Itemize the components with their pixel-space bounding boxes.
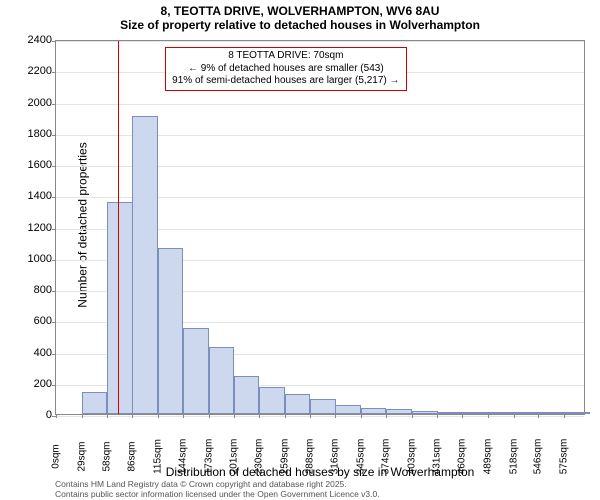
- histogram-bar: [310, 399, 336, 414]
- y-tick-label: 1400: [18, 190, 52, 202]
- x-tick-mark: [132, 414, 133, 418]
- histogram-bar: [386, 409, 412, 414]
- y-tick-mark: [52, 197, 56, 198]
- footer-line2: Contains public sector information licen…: [55, 490, 380, 499]
- y-tick-mark: [52, 135, 56, 136]
- y-tick-label: 400: [18, 347, 52, 359]
- x-tick-mark: [285, 414, 286, 418]
- histogram-bar: [538, 412, 564, 414]
- histogram-bar: [285, 394, 311, 414]
- x-tick-mark: [462, 414, 463, 418]
- x-tick-mark: [514, 414, 515, 418]
- y-tick-label: 600: [18, 315, 52, 327]
- y-tick-mark: [52, 104, 56, 105]
- x-tick-mark: [56, 414, 57, 418]
- histogram-bar: [82, 392, 108, 414]
- x-axis-label: Distribution of detached houses by size …: [55, 465, 585, 479]
- x-tick-mark: [564, 414, 565, 418]
- x-tick-mark: [183, 414, 184, 418]
- annotation-line: 8 TEOTTA DRIVE: 70sqm: [172, 50, 399, 63]
- chart-container: 8, TEOTTA DRIVE, WOLVERHAMPTON, WV6 8AU …: [0, 0, 600, 500]
- x-tick-mark: [259, 414, 260, 418]
- footer-attribution: Contains HM Land Registry data © Crown c…: [55, 480, 380, 499]
- x-tick-mark: [488, 414, 489, 418]
- annotation-line: ← 9% of detached houses are smaller (543…: [172, 63, 399, 76]
- x-tick-mark: [412, 414, 413, 418]
- histogram-bar: [564, 412, 590, 414]
- y-tick-label: 200: [18, 378, 52, 390]
- x-tick-mark: [538, 414, 539, 418]
- property-marker-line: [118, 41, 120, 414]
- gridline-horizontal: [56, 41, 584, 42]
- chart-title-description: Size of property relative to detached ho…: [0, 18, 600, 32]
- y-tick-mark: [52, 385, 56, 386]
- histogram-bar: [335, 405, 361, 414]
- gridline-horizontal: [56, 416, 584, 417]
- y-tick-mark: [52, 291, 56, 292]
- y-tick-mark: [52, 41, 56, 42]
- y-tick-label: 1000: [18, 253, 52, 265]
- y-tick-mark: [52, 229, 56, 230]
- histogram-bar: [107, 202, 133, 415]
- chart-title-address: 8, TEOTTA DRIVE, WOLVERHAMPTON, WV6 8AU: [0, 4, 600, 18]
- x-tick-mark: [361, 414, 362, 418]
- annotation-line: 91% of semi-detached houses are larger (…: [172, 75, 399, 88]
- x-tick-mark: [209, 414, 210, 418]
- y-tick-label: 1800: [18, 128, 52, 140]
- y-tick-mark: [52, 260, 56, 261]
- histogram-bar: [412, 411, 438, 414]
- y-tick-label: 1600: [18, 159, 52, 171]
- x-tick-mark: [158, 414, 159, 418]
- histogram-bar: [183, 328, 209, 414]
- property-annotation-box: 8 TEOTTA DRIVE: 70sqm← 9% of detached ho…: [165, 47, 406, 91]
- x-tick-mark: [386, 414, 387, 418]
- y-tick-label: 2000: [18, 97, 52, 109]
- histogram-bar: [514, 412, 540, 414]
- histogram-bar: [132, 116, 158, 414]
- x-tick-mark: [234, 414, 235, 418]
- y-tick-label: 2200: [18, 65, 52, 77]
- x-tick-mark: [335, 414, 336, 418]
- y-tick-mark: [52, 166, 56, 167]
- y-tick-mark: [52, 72, 56, 73]
- histogram-bar: [158, 248, 184, 414]
- y-tick-label: 2400: [18, 34, 52, 46]
- x-tick-mark: [437, 414, 438, 418]
- histogram-bar: [361, 408, 387, 414]
- y-tick-label: 0: [18, 409, 52, 421]
- histogram-bar: [234, 376, 260, 414]
- x-tick-mark: [107, 414, 108, 418]
- gridline-horizontal: [56, 104, 584, 105]
- plot-area: 0200400600800100012001400160018002000220…: [55, 40, 585, 415]
- histogram-bar: [462, 412, 488, 414]
- y-tick-mark: [52, 354, 56, 355]
- histogram-bar: [209, 347, 235, 414]
- x-tick-mark: [82, 414, 83, 418]
- y-tick-mark: [52, 322, 56, 323]
- histogram-bar: [437, 412, 463, 414]
- histogram-bar: [488, 412, 514, 414]
- y-tick-label: 800: [18, 284, 52, 296]
- y-tick-label: 1200: [18, 222, 52, 234]
- histogram-bar: [259, 387, 285, 414]
- x-tick-mark: [310, 414, 311, 418]
